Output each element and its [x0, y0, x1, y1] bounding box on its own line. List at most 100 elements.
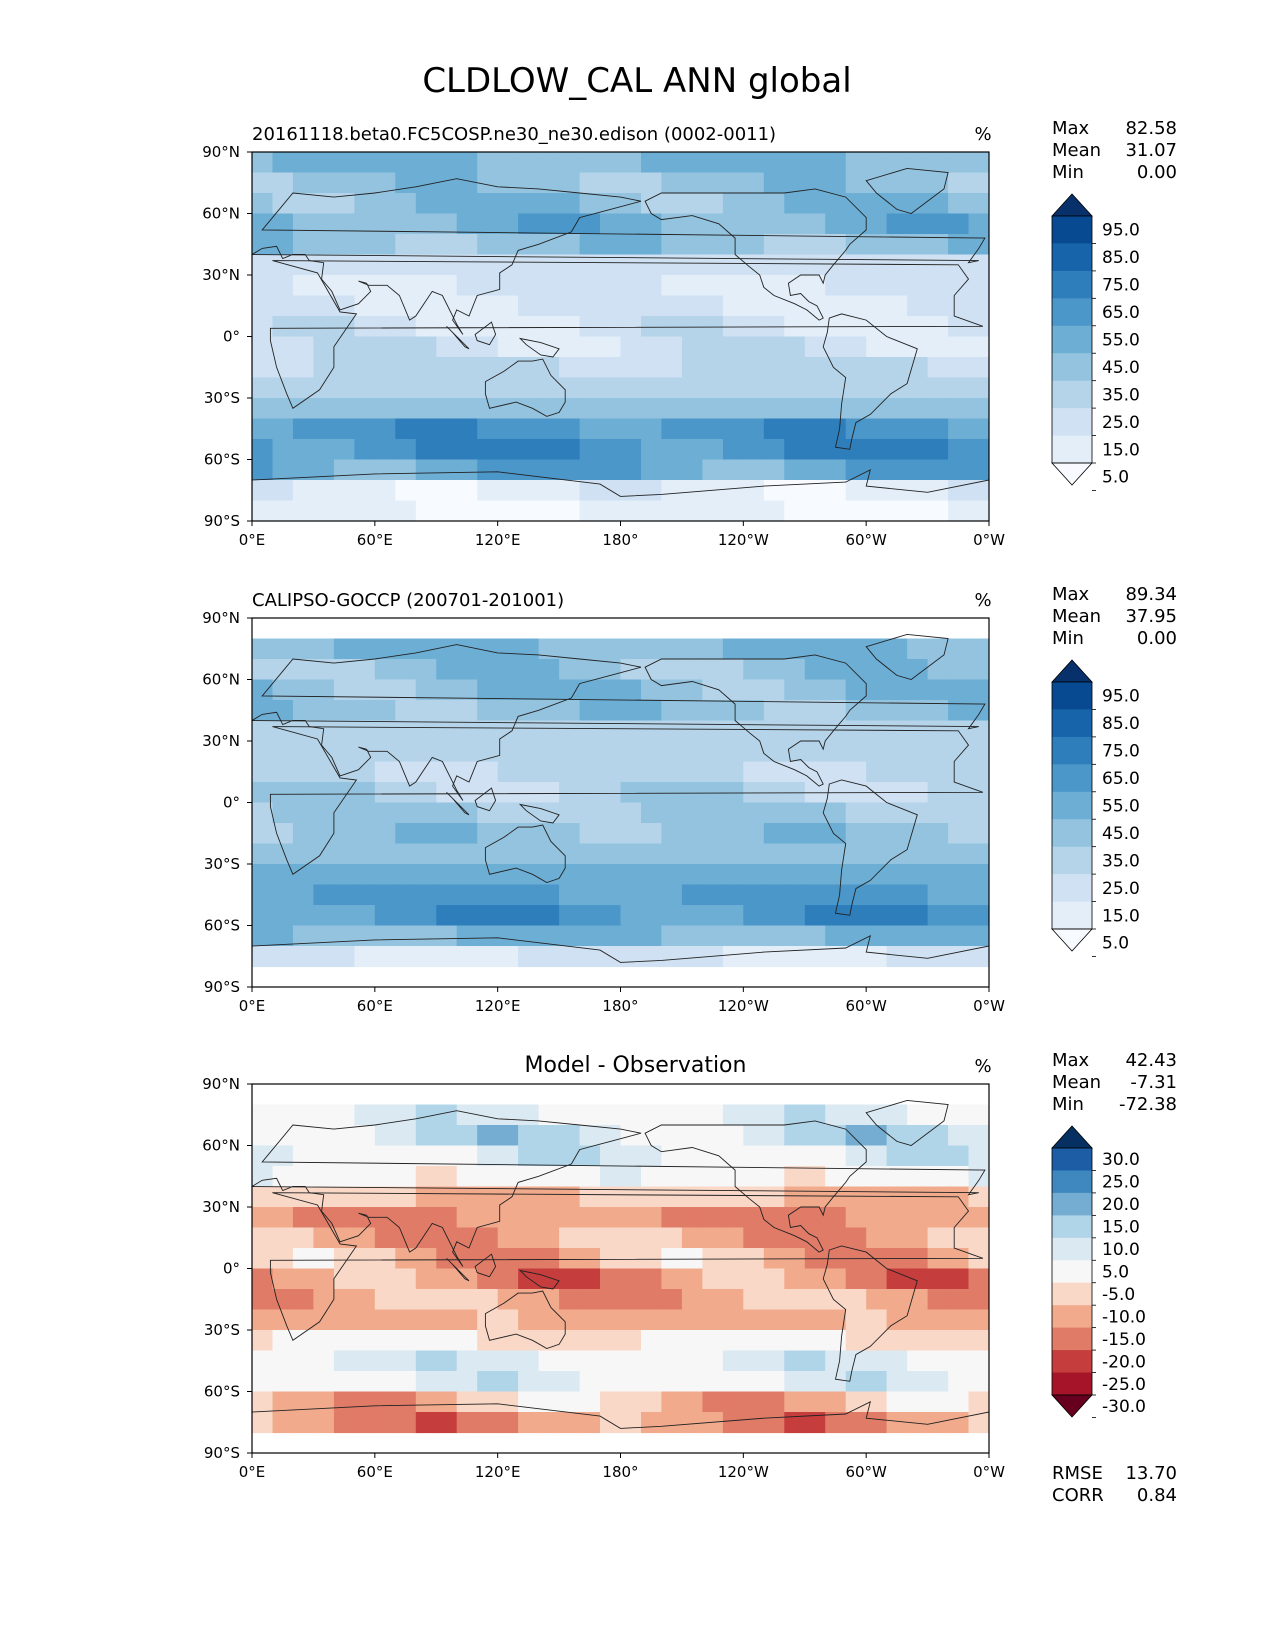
map-cell [456, 1227, 478, 1249]
map-cell [784, 398, 806, 420]
map-cell [333, 946, 355, 968]
map-cell [313, 905, 335, 927]
map-cell [681, 659, 703, 681]
map-cell [845, 925, 867, 947]
map-cell [333, 679, 355, 701]
map-cell [620, 700, 642, 722]
map-cell [927, 823, 949, 845]
map-cell [641, 377, 663, 399]
map-cell [681, 782, 703, 804]
map-cell [600, 1391, 622, 1413]
map-cell [497, 1268, 519, 1290]
map-cell [948, 946, 970, 968]
map-cell [743, 659, 765, 681]
map-cell [743, 418, 765, 440]
map-cell [456, 316, 478, 338]
map-cell [804, 193, 826, 215]
map-cell [784, 1166, 806, 1188]
map-cell [559, 679, 581, 701]
map-cell [845, 884, 867, 906]
map-cell [477, 1309, 499, 1331]
map-cell [579, 638, 601, 660]
colorbar-swatch [1052, 846, 1092, 875]
map-cell [497, 884, 519, 906]
map-cell [661, 864, 683, 886]
map-cell [395, 843, 417, 865]
map-cell [354, 864, 376, 886]
map-cell [866, 1412, 888, 1434]
map-cell [722, 1145, 744, 1167]
map-cell [518, 1104, 540, 1126]
map-cell [456, 843, 478, 865]
map-cell [395, 1371, 417, 1393]
colorbar-swatch [1052, 408, 1092, 436]
map-cell [374, 193, 396, 215]
map-cell [518, 275, 540, 297]
colorbar-extend-bottom [1051, 1394, 1093, 1418]
map-cell [661, 1248, 683, 1270]
map-cell [907, 459, 929, 481]
map-cell [948, 439, 970, 461]
map-cell [415, 1104, 437, 1126]
map-cell [907, 1391, 929, 1413]
map-cell [620, 398, 642, 420]
map-cell [252, 1330, 274, 1352]
map-cell [395, 720, 417, 742]
map-cell [681, 1268, 703, 1290]
y-tick-label: 60°N [202, 671, 240, 689]
map-cell [333, 1391, 355, 1413]
map-cell [600, 638, 622, 660]
map-cell [845, 700, 867, 722]
map-cell [927, 802, 949, 824]
map-cell [313, 802, 335, 824]
map-cell [763, 357, 785, 379]
map-cell [784, 234, 806, 256]
map-cell [948, 1125, 970, 1147]
map-cell [600, 1186, 622, 1208]
map-cell [292, 1104, 314, 1126]
map-cell [681, 1104, 703, 1126]
map-cell [272, 152, 294, 174]
coastline [252, 1110, 986, 1267]
map-cell [845, 1391, 867, 1413]
map-cell [292, 782, 314, 804]
map-cell [948, 398, 970, 420]
map-cell [722, 925, 744, 947]
map-cell [968, 1391, 989, 1413]
map-cell [252, 905, 274, 927]
map-cell [252, 500, 274, 521]
map-cell [436, 946, 458, 968]
map-cell [600, 761, 622, 783]
map-cell [477, 925, 499, 947]
map-cell [620, 480, 642, 502]
map-cell [763, 1350, 785, 1372]
map-cell [804, 295, 826, 317]
map-cell [886, 905, 908, 927]
map-cell [292, 1391, 314, 1413]
map-cell [395, 1227, 417, 1249]
map-cell [722, 1289, 744, 1311]
map-cell [333, 275, 355, 297]
map-cell [292, 1186, 314, 1208]
colorbar: 95.085.075.065.055.045.035.025.015.05.0 [1051, 193, 1140, 491]
map-cell [927, 700, 949, 722]
map-cell [333, 700, 355, 722]
map-cell [641, 357, 663, 379]
map-cell [497, 700, 519, 722]
map-cell [579, 275, 601, 297]
map-cell [641, 1412, 663, 1434]
map-cell [313, 700, 335, 722]
map-cell [272, 1371, 294, 1393]
map-cell [477, 823, 499, 845]
map-cell [354, 316, 376, 338]
map-cell [968, 1268, 989, 1290]
map-cell [886, 439, 908, 461]
map-cell [620, 418, 642, 440]
map-cell [702, 254, 724, 276]
map-cell [436, 1289, 458, 1311]
coastline [269, 260, 984, 409]
map-cell [886, 172, 908, 194]
map-cell [620, 1104, 642, 1126]
map-cell [600, 679, 622, 701]
map-cell [559, 234, 581, 256]
